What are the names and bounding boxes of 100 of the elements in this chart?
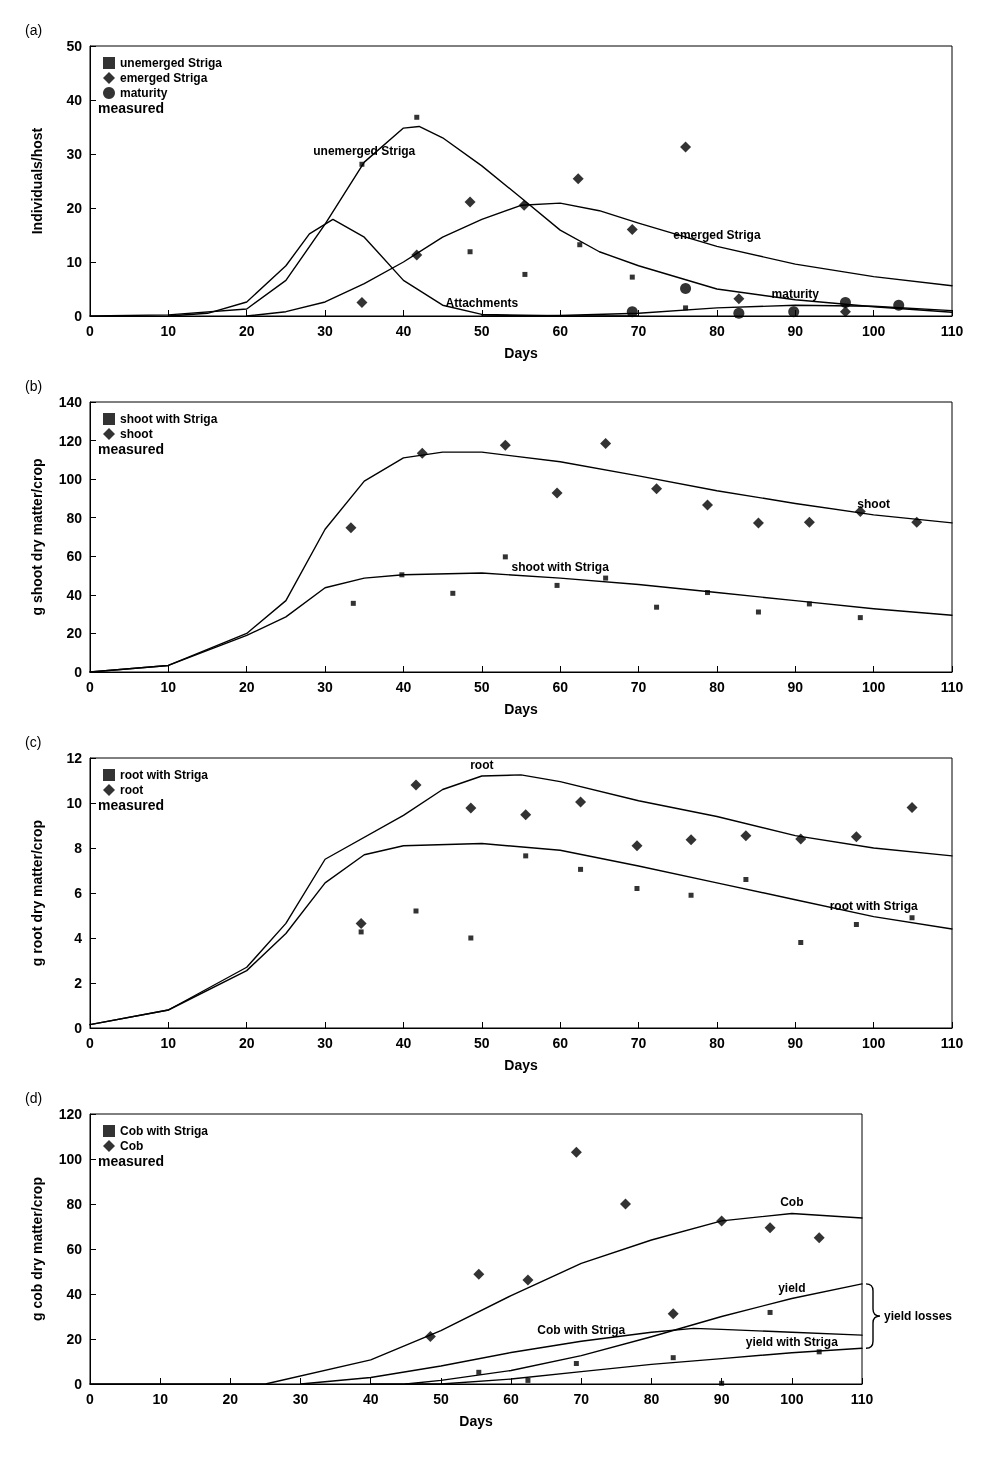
x-tick-label: 100 xyxy=(861,679,886,695)
x-tick-label: 20 xyxy=(238,1035,255,1051)
y-tick-label: 12 xyxy=(66,750,83,766)
x-tick-label: 20 xyxy=(238,323,255,339)
x-tick-label: 30 xyxy=(317,679,334,695)
x-tick-label: 20 xyxy=(238,679,255,695)
y-tick-label: 4 xyxy=(74,930,83,946)
annotation: yield with Striga xyxy=(745,1334,839,1349)
x-tick-label: 30 xyxy=(317,323,334,339)
y-tick-label: 0 xyxy=(74,664,83,680)
x-tick-label: 0 xyxy=(86,679,95,695)
x-tick-label: 100 xyxy=(861,323,886,339)
x-tick-label: 110 xyxy=(940,323,964,339)
y-axis-title: g cob dry matter/crop xyxy=(29,1177,45,1321)
legend-label: emerged Striga xyxy=(120,71,208,85)
x-tick-label: 80 xyxy=(643,1391,660,1407)
x-tick-label: 70 xyxy=(630,323,647,339)
y-tick-label: 40 xyxy=(66,1286,83,1302)
annotation: yield xyxy=(778,1280,806,1295)
y-tick-label: 20 xyxy=(66,625,83,642)
annotation: maturity xyxy=(771,287,820,302)
x-tick-label: 10 xyxy=(160,1035,177,1051)
x-tick-label: 100 xyxy=(861,1035,886,1051)
annotation: emerged Striga xyxy=(673,228,761,243)
x-tick-label: 40 xyxy=(395,679,412,695)
legend-label: unemerged Striga xyxy=(120,56,223,70)
legend-label: Cob xyxy=(120,1139,144,1153)
y-tick-label: 0 xyxy=(74,1376,83,1392)
y-tick-label: 8 xyxy=(74,840,83,856)
y-tick-label: 120 xyxy=(58,432,83,449)
x-axis-title: Days xyxy=(504,701,538,717)
x-tick-label: 0 xyxy=(86,1391,95,1407)
x-axis-title: Days xyxy=(459,1413,493,1429)
x-tick-label: 90 xyxy=(787,679,804,695)
x-tick-label: 50 xyxy=(433,1391,449,1407)
x-tick-label: 80 xyxy=(709,679,725,695)
y-tick-label: 10 xyxy=(66,795,83,811)
y-tick-label: 140 xyxy=(58,394,83,410)
y-tick-label: 80 xyxy=(66,1196,83,1212)
x-tick-label: 20 xyxy=(222,1391,239,1407)
legend-label: Cob with Striga xyxy=(120,1124,209,1138)
annotation: shoot with Striga xyxy=(511,560,610,575)
y-axis-title: Individuals/host xyxy=(29,127,45,235)
legend-label: root xyxy=(120,783,144,797)
x-tick-label: 80 xyxy=(709,323,725,339)
y-tick-label: 30 xyxy=(66,146,83,162)
x-tick-label: 40 xyxy=(395,1035,412,1051)
legend-label: root with Striga xyxy=(120,768,209,782)
x-tick-label: 50 xyxy=(474,323,490,339)
x-tick-label: 60 xyxy=(503,1391,520,1407)
x-tick-label: 30 xyxy=(292,1391,309,1407)
y-tick-label: 120 xyxy=(58,1106,83,1122)
x-tick-label: 110 xyxy=(940,679,964,695)
annotation: root xyxy=(470,758,494,772)
x-tick-label: 10 xyxy=(152,1391,169,1407)
x-axis-title: Days xyxy=(504,345,538,361)
chart-title: (c) xyxy=(25,734,42,750)
x-tick-label: 70 xyxy=(630,1035,647,1051)
x-axis-title: Days xyxy=(504,1057,538,1073)
y-tick-label: 20 xyxy=(66,200,83,216)
annotation: Cob xyxy=(780,1195,804,1210)
x-tick-label: 10 xyxy=(160,323,177,339)
annotation: unemerged Striga xyxy=(313,144,416,159)
y-tick-label: 60 xyxy=(66,548,83,565)
y-tick-label: 6 xyxy=(74,885,83,901)
chart-title: (b) xyxy=(25,378,43,394)
y-tick-label: 10 xyxy=(66,254,83,270)
x-tick-label: 70 xyxy=(630,679,647,695)
y-tick-label: 2 xyxy=(74,975,83,991)
x-tick-label: 40 xyxy=(395,323,412,339)
y-tick-label: 50 xyxy=(66,38,83,54)
legend-title: measured xyxy=(98,797,165,813)
annotation: root with Striga xyxy=(829,898,918,913)
x-tick-label: 0 xyxy=(86,1035,95,1051)
legend-label: shoot xyxy=(120,427,153,441)
y-tick-label: 40 xyxy=(66,92,83,108)
y-tick-label: 60 xyxy=(66,1241,83,1257)
annotation: Attachments xyxy=(445,296,519,311)
y-tick-label: 100 xyxy=(58,471,83,488)
y-tick-label: 20 xyxy=(66,1331,83,1347)
chart-title: (a) xyxy=(25,22,43,38)
x-tick-label: 80 xyxy=(709,1035,725,1051)
y-tick-label: 40 xyxy=(66,586,83,603)
chart-title: (d) xyxy=(25,1090,43,1106)
x-tick-label: 100 xyxy=(780,1391,804,1407)
y-tick-label: 0 xyxy=(74,1020,83,1036)
legend-label: maturity xyxy=(120,86,168,100)
x-tick-label: 60 xyxy=(552,1035,569,1051)
annotation: shoot xyxy=(857,496,890,511)
legend-title: measured xyxy=(98,1153,165,1169)
x-tick-label: 60 xyxy=(552,679,569,695)
legend-title: measured xyxy=(98,441,165,457)
y-tick-label: 0 xyxy=(74,308,83,324)
annotation: yield losses xyxy=(884,1309,953,1324)
x-tick-label: 50 xyxy=(474,679,490,695)
x-tick-label: 110 xyxy=(940,1035,964,1051)
x-tick-label: 90 xyxy=(713,1391,730,1407)
x-tick-label: 50 xyxy=(474,1035,490,1051)
legend-label: shoot with Striga xyxy=(120,412,218,426)
x-tick-label: 30 xyxy=(317,1035,334,1051)
